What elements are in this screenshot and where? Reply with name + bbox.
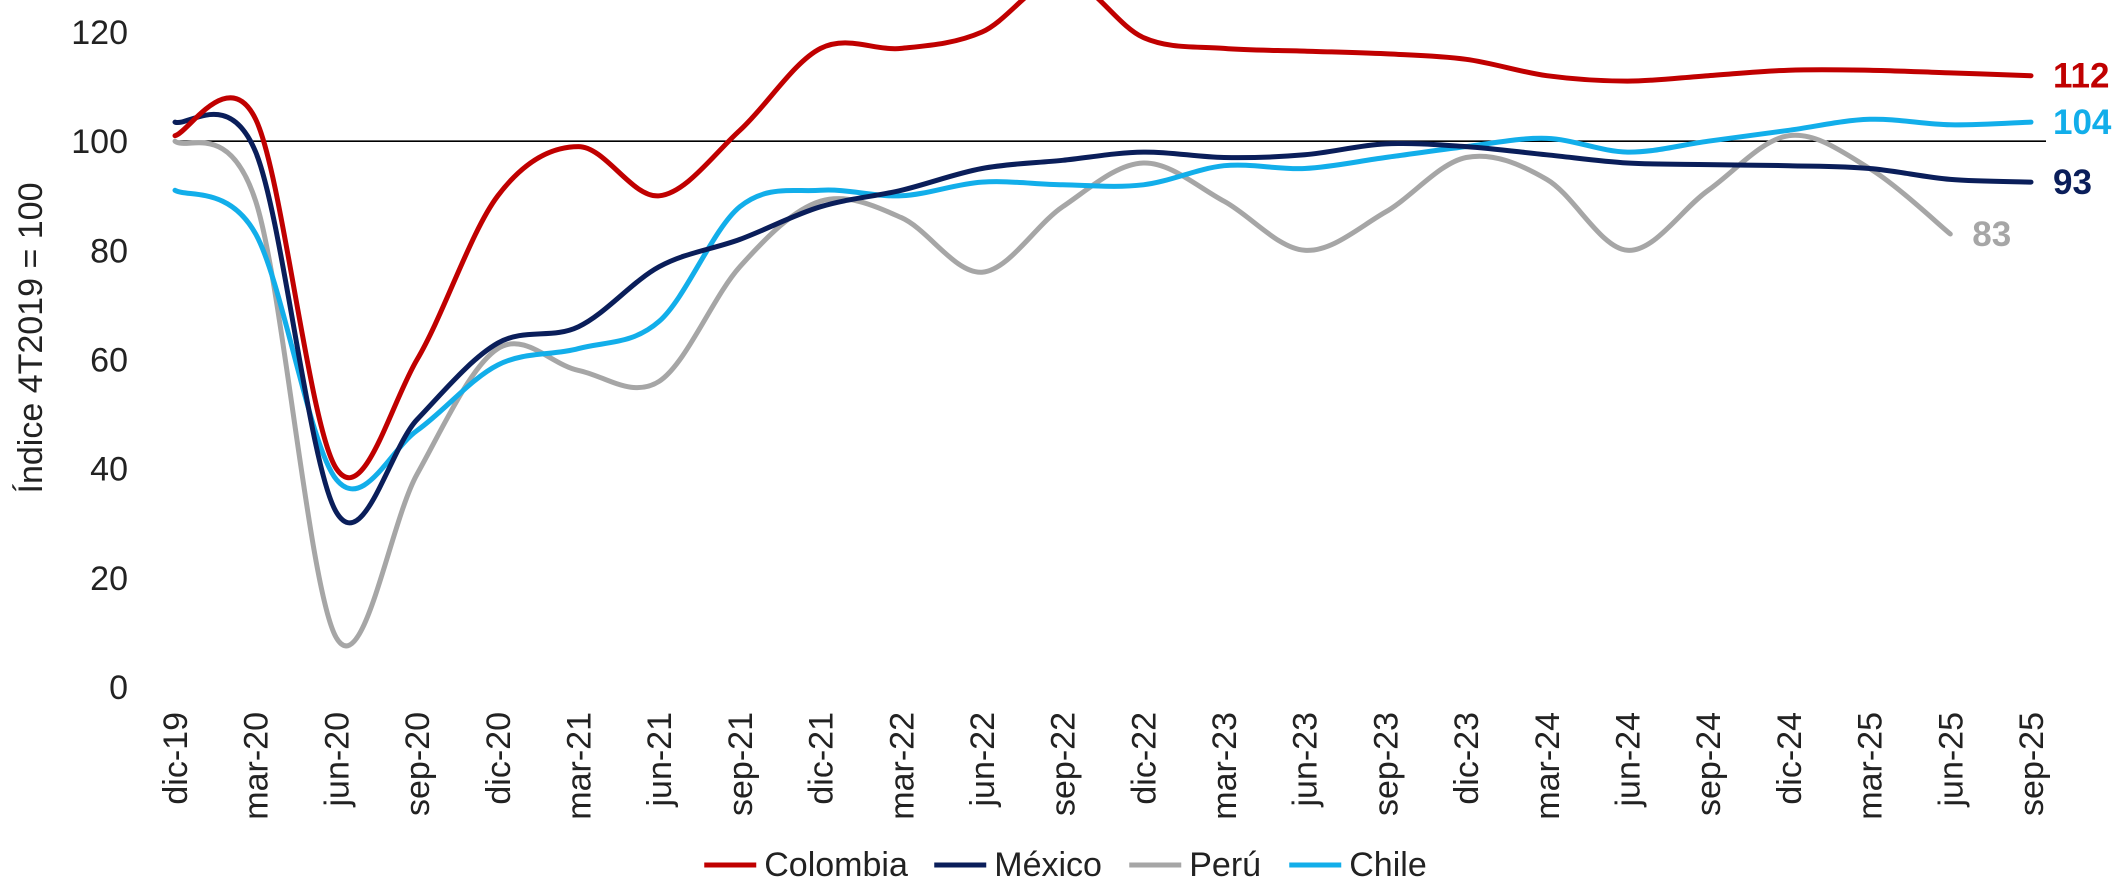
x-tick-label: dic-22 [1125, 712, 1163, 805]
x-axis-ticks: dic-19 mar-20 jun-20 sep-20 dic-20 mar-21 jun-… [157, 712, 2051, 820]
x-tick-label: jun-21 [641, 712, 679, 808]
x-tick-label: mar-25 [1852, 712, 1890, 820]
series-line-peru [172, 132, 1953, 649]
x-tick-label: dic-20 [480, 712, 518, 805]
end-label-peru: 83 [1972, 215, 2011, 254]
x-tick-label: dic-21 [803, 712, 841, 805]
legend-label: Colombia [764, 846, 908, 884]
x-tick-label: mar-23 [1206, 712, 1244, 820]
series-line-mexico [172, 112, 2034, 525]
series-line-chile [172, 116, 2034, 492]
series-line-colombia [172, 0, 2034, 481]
x-tick-label: mar-24 [1529, 712, 1567, 820]
y-tick-label: 20 [90, 560, 128, 598]
x-tick-label: mar-21 [560, 712, 598, 820]
x-tick-label: mar-22 [883, 712, 921, 820]
end-label-chile: 104 [2053, 103, 2112, 142]
x-tick-label: jun-25 [1932, 712, 1970, 808]
x-tick-label: jun-24 [1610, 712, 1648, 808]
x-tick-label: sep-21 [722, 712, 760, 816]
y-axis-title: Índice 4T2019 = 100 [12, 183, 50, 494]
x-tick-label: sep-23 [1367, 712, 1405, 816]
x-tick-label: sep-24 [1690, 712, 1728, 816]
legend-item-colombia: Colombia [704, 846, 908, 884]
x-tick-label: dic-19 [157, 712, 195, 805]
legend-item-chile: Chile [1289, 846, 1427, 884]
y-tick-label: 40 [90, 451, 128, 489]
legend-label: México [994, 846, 1102, 884]
legend: Colombia México Perú Chile [704, 846, 1427, 884]
x-tick-label: sep-22 [1045, 712, 1083, 816]
end-label-colombia: 112 [2053, 57, 2109, 96]
y-tick-label: 120 [71, 14, 128, 52]
y-axis-ticks: 0 20 40 60 80 100 120 [71, 14, 128, 707]
legend-item-peru: Perú [1129, 846, 1261, 884]
x-tick-label: dic-24 [1771, 712, 1809, 805]
legend-label: Chile [1349, 846, 1426, 884]
end-label-mexico: 93 [2053, 163, 2092, 202]
y-tick-label: 0 [109, 669, 128, 707]
x-tick-label: jun-22 [964, 712, 1002, 808]
x-tick-label: mar-20 [238, 712, 276, 820]
legend-item-mexico: México [934, 846, 1102, 884]
legend-label: Perú [1189, 846, 1261, 884]
x-tick-label: sep-20 [399, 712, 437, 816]
y-tick-label: 60 [90, 342, 128, 380]
series-end-labels: 83 104 93 112 [1972, 57, 2112, 254]
series-lines [172, 0, 2034, 649]
x-tick-label: dic-23 [1448, 712, 1486, 805]
x-tick-label: jun-23 [1287, 712, 1325, 808]
x-tick-label: jun-20 [318, 712, 356, 808]
y-tick-label: 100 [71, 123, 128, 161]
x-tick-label: sep-25 [2013, 712, 2051, 816]
y-tick-label: 80 [90, 232, 128, 270]
